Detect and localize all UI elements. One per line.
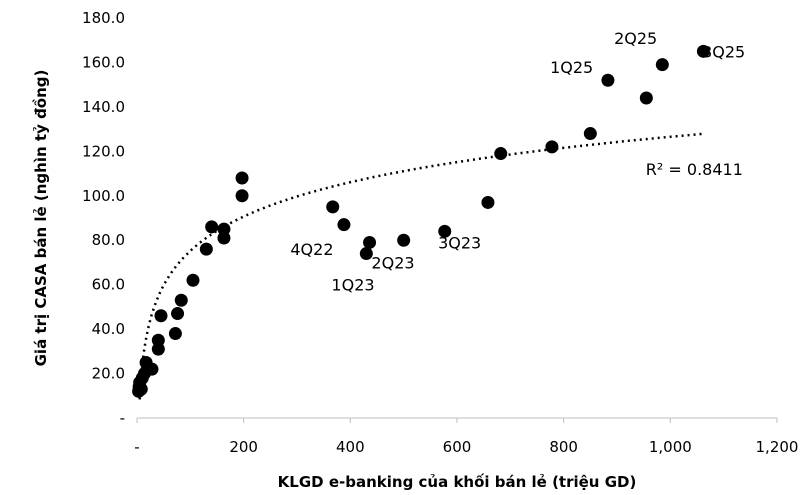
- data-point: [199, 242, 213, 256]
- data-point: [601, 73, 615, 87]
- point-annotation: 1Q23: [331, 276, 374, 295]
- x-tick-label: 800: [549, 438, 578, 456]
- data-point: [174, 293, 188, 307]
- x-tick-label: 600: [443, 438, 472, 456]
- x-tick-label: 1,200: [756, 438, 799, 456]
- data-point: [363, 235, 377, 249]
- data-point: [171, 307, 185, 321]
- data-point: [438, 224, 452, 238]
- data-point: [134, 382, 148, 396]
- data-point: [583, 127, 597, 141]
- data-point: [397, 233, 411, 247]
- data-point: [205, 220, 219, 234]
- data-point: [151, 342, 165, 356]
- data-point: [481, 195, 495, 209]
- y-tick-label: 180.0: [82, 9, 125, 27]
- point-annotation: 2Q23: [371, 253, 414, 272]
- data-point: [186, 273, 200, 287]
- data-point: [545, 140, 559, 154]
- data-point: [217, 231, 231, 245]
- data-point: [639, 91, 653, 105]
- y-tick-label: 100.0: [82, 187, 125, 205]
- data-point: [151, 333, 165, 347]
- data-point: [326, 200, 340, 214]
- data-point: [168, 327, 182, 341]
- data-point: [145, 362, 159, 376]
- data-point: [655, 58, 669, 72]
- y-axis-ticks: - 20.0 40.0 60.0 80.0 100.0 120.0 140.0 160.0 180…: [82, 9, 125, 427]
- y-tick-label: 20.0: [92, 365, 125, 383]
- point-annotation: 4Q22: [290, 240, 333, 259]
- y-tick-label: 60.0: [92, 276, 125, 294]
- x-axis-ticks: - 200 400 600 800 1,000 1,200: [134, 418, 798, 456]
- data-point: [494, 147, 508, 161]
- y-tick-label: 120.0: [82, 142, 125, 160]
- y-tick-label: -: [120, 409, 125, 427]
- data-points: [132, 44, 710, 398]
- x-tick-label: 1,000: [649, 438, 692, 456]
- y-tick-label: 140.0: [82, 98, 125, 116]
- data-point: [217, 222, 231, 236]
- point-annotation: 2Q25: [614, 29, 657, 48]
- point-annotation: 3Q25: [702, 42, 745, 61]
- data-point: [696, 44, 710, 58]
- data-point: [154, 309, 168, 323]
- x-axis-title: KLGD e-banking của khối bán lẻ (triệu GD…: [278, 472, 637, 491]
- y-tick-label: 160.0: [82, 53, 125, 71]
- data-point: [235, 171, 249, 185]
- x-tick-label: 200: [229, 438, 258, 456]
- y-tick-label: 80.0: [92, 231, 125, 249]
- point-annotation: 1Q25: [550, 58, 593, 77]
- data-point: [359, 247, 373, 261]
- x-tick-label: 400: [336, 438, 365, 456]
- point-annotation: 3Q23: [438, 233, 481, 252]
- trendline: [138, 132, 703, 400]
- point-annotations: 4Q22 1Q23 2Q23 3Q23 1Q25 2Q25 3Q25 R² = 0.8411: [290, 29, 745, 295]
- x-tick-label: -: [134, 438, 139, 456]
- y-axis-title: Giá trị CASA bán lẻ (nghìn tỷ đồng): [31, 70, 50, 367]
- data-point: [235, 189, 249, 203]
- point-annotation: R² = 0.8411: [646, 160, 743, 179]
- data-point: [337, 218, 351, 232]
- y-tick-label: 40.0: [92, 320, 125, 338]
